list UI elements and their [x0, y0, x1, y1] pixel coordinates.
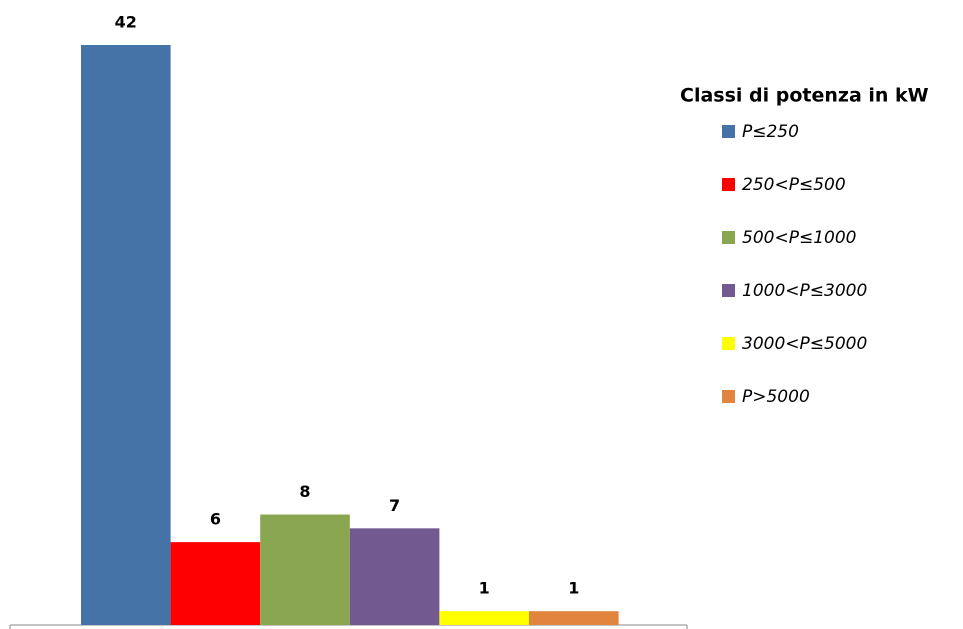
legend-swatch: [722, 178, 735, 191]
bar: [529, 611, 619, 625]
data-label: 7: [389, 496, 400, 515]
data-label: 1: [568, 579, 579, 598]
bar: [260, 514, 350, 625]
data-label: 1: [479, 579, 490, 598]
legend-label: P>5000: [742, 387, 810, 407]
legend-label: 250<P≤500: [742, 175, 846, 195]
legend-title: Classi di potenza in kW: [680, 85, 929, 107]
data-label: 6: [210, 510, 221, 529]
bar: [439, 611, 529, 625]
bar: [349, 528, 440, 625]
legend-swatch: [722, 284, 735, 297]
legend-swatch: [722, 337, 735, 350]
legend-swatch: [722, 125, 735, 138]
bar: [170, 542, 261, 625]
legend-swatch: [722, 231, 735, 244]
legend-label: 3000<P≤5000: [742, 334, 867, 354]
legend-label: 500<P≤1000: [742, 228, 856, 248]
bar: [81, 45, 171, 625]
legend-label: P≤250: [742, 122, 799, 142]
data-label: 8: [299, 482, 310, 501]
legend-swatch: [722, 390, 735, 403]
data-label: 42: [115, 13, 137, 32]
legend-label: 1000<P≤3000: [742, 281, 867, 301]
